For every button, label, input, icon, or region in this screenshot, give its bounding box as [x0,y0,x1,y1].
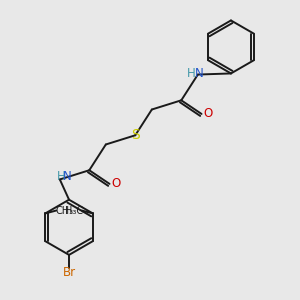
Text: O: O [203,107,212,120]
Text: CH₃: CH₃ [55,206,73,215]
Text: N: N [63,170,72,183]
Text: S: S [131,128,140,142]
Text: Br: Br [62,266,76,279]
Text: N: N [195,67,204,80]
Text: H: H [187,67,196,80]
Text: H: H [57,170,66,183]
Text: O: O [111,177,120,190]
Text: H₃C: H₃C [65,206,83,215]
